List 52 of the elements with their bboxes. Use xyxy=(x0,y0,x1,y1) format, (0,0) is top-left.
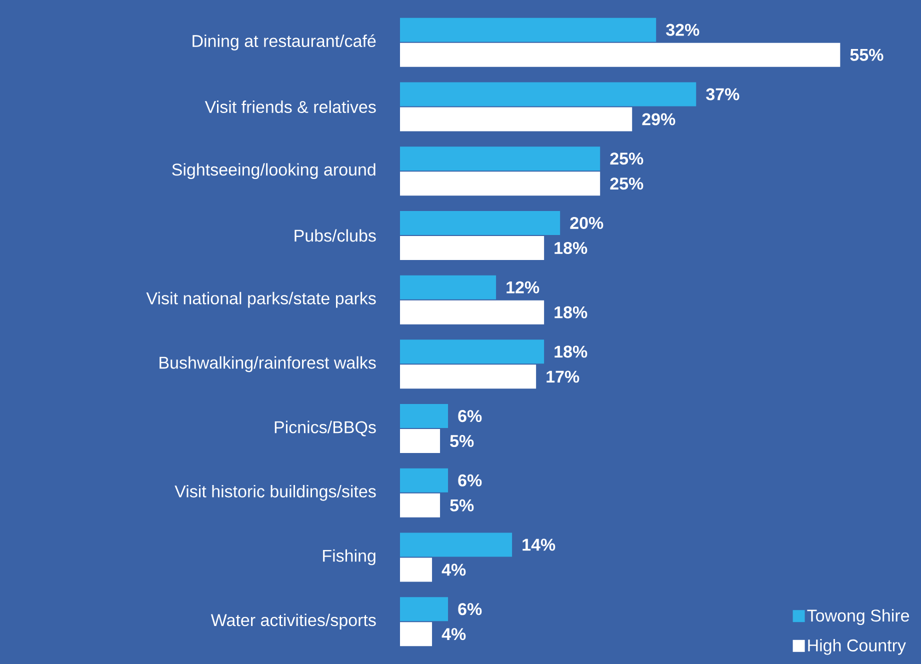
bar xyxy=(400,107,632,132)
data-label: 6% xyxy=(458,410,482,422)
data-label: 25% xyxy=(610,178,644,190)
data-label: 55% xyxy=(850,48,884,61)
y-tick-label: Fishing xyxy=(323,549,376,566)
data-label: 4% xyxy=(442,564,466,576)
bar xyxy=(400,300,544,324)
y-tick-label: Bushwalking/rainforest walks xyxy=(160,356,376,372)
data-label: 32% xyxy=(666,24,700,36)
bar xyxy=(400,275,496,300)
legend-label: Towong Shire xyxy=(807,609,910,626)
bar xyxy=(400,236,544,260)
data-label: 18% xyxy=(554,346,588,358)
data-label: 5% xyxy=(450,499,474,512)
data-label: 37% xyxy=(706,88,740,100)
data-label: 25% xyxy=(610,152,644,165)
bar xyxy=(400,429,440,454)
bar xyxy=(400,622,432,646)
legend-label: High Country xyxy=(808,638,906,655)
y-tick-label: Visit friends & relatives xyxy=(204,100,376,113)
bar xyxy=(400,558,432,582)
data-label: 18% xyxy=(554,306,588,318)
bar xyxy=(400,404,448,428)
y-tick-label: Sightseeing/looking around xyxy=(172,163,376,180)
bar xyxy=(400,364,536,389)
bar xyxy=(400,532,512,557)
data-label: 4% xyxy=(442,628,466,640)
bar xyxy=(400,340,544,364)
bar xyxy=(400,468,448,492)
bar xyxy=(400,210,560,235)
data-label: 6% xyxy=(458,474,482,486)
data-label: 5% xyxy=(450,435,474,448)
bar xyxy=(400,18,656,42)
bar xyxy=(400,146,600,171)
y-tick-label: Visit historic buildings/sites xyxy=(174,484,376,501)
y-tick-label: Picnics/BBQs xyxy=(274,420,376,436)
bar xyxy=(400,493,440,518)
y-tick-label: Dining at restaurant/café xyxy=(192,34,376,50)
data-label: 20% xyxy=(570,216,604,229)
bar xyxy=(400,172,600,196)
bar xyxy=(400,82,696,106)
y-tick-label: Pubs/clubs xyxy=(294,229,376,242)
data-label: 6% xyxy=(458,603,482,616)
data-label: 12% xyxy=(506,281,540,294)
data-label: 29% xyxy=(642,113,676,126)
y-tick-label: Water activities/sports xyxy=(210,614,376,630)
data-label: 17% xyxy=(546,370,580,383)
data-label: 14% xyxy=(522,538,556,551)
bar xyxy=(400,597,448,622)
data-label: 18% xyxy=(554,242,588,254)
bar xyxy=(400,42,840,67)
y-tick-label: Visit national parks/state parks xyxy=(146,292,376,308)
